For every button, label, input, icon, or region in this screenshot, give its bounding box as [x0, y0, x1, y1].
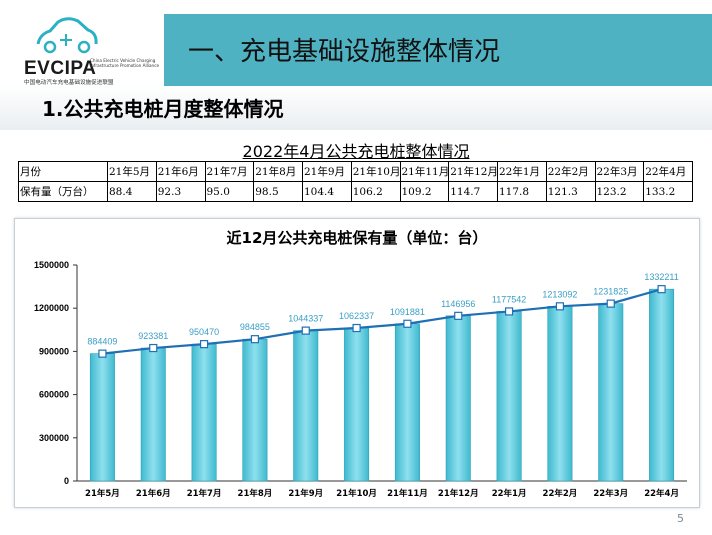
data-label: 1231825: [593, 287, 628, 297]
table-header-cell: 21年9月: [302, 161, 352, 182]
y-tick-label: 900000: [39, 346, 69, 356]
x-tick-label: 21年11月: [387, 488, 428, 499]
x-tick-label: 21年10月: [336, 488, 377, 499]
table-cell: 109.2: [399, 181, 450, 202]
x-tick-label: 22年3月: [593, 488, 628, 499]
table-header-cell: 22年1月: [497, 161, 547, 182]
data-label: 884409: [87, 337, 117, 347]
monthly-table: 月份 21年5月 21年6月 21年7月 21年8月 21年9月 21年10月 21年11月…: [18, 161, 693, 202]
bar: [89, 353, 115, 482]
data-label: 1332211: [644, 272, 678, 282]
bar: [547, 306, 573, 482]
table-cell: 123.2: [594, 181, 645, 202]
page-number: 5: [677, 512, 684, 525]
x-tick-label: 22年4月: [644, 488, 679, 499]
section-title: 1.公共充电桩月度整体情况: [42, 97, 284, 121]
data-label: 1213092: [542, 289, 577, 299]
series-line: [102, 288, 662, 355]
table-cell: 92.3: [155, 181, 206, 202]
table-cell: 114.7: [448, 181, 498, 202]
table-cell: 95.0: [204, 181, 255, 202]
bar: [242, 338, 268, 482]
bar: [445, 315, 471, 482]
table-title: 2022年4月公共充电桩整体情况: [0, 138, 712, 162]
table-header-row: 月份 21年5月 21年6月 21年7月 21年8月 21年9月 21年10月 21年11月…: [18, 161, 693, 182]
line-point: [149, 343, 158, 353]
bar: [649, 288, 675, 482]
logo-subtitle: China Electric Vehicle Charging Infrastr…: [90, 58, 160, 68]
line-point: [504, 307, 514, 316]
x-tick-label: 22年1月: [492, 488, 527, 499]
line-point: [250, 335, 260, 344]
table-header-cell: 21年7月: [204, 161, 255, 182]
table-cell: 117.8: [497, 181, 547, 202]
line-point: [403, 319, 412, 328]
table-cell: 104.4: [302, 181, 352, 202]
table-header-cell: 21年6月: [155, 161, 206, 182]
header-bar: 一、充电基础设施整体情况: [164, 14, 712, 86]
line-point: [352, 323, 361, 333]
bar: [394, 323, 420, 482]
table-header-cell: 21年8月: [253, 161, 303, 182]
x-tick-label: 21年8月: [238, 488, 273, 499]
table-header-cell: 21年11月: [399, 161, 450, 182]
chart-plot: 0 300000 600000 900000 1200000 1500000 21年5月 21…: [34, 260, 687, 499]
chart-title: 近12月公共充电桩保有量（单位：台）: [226, 229, 488, 247]
bar: [344, 327, 370, 482]
y-tick-label: 1500000: [34, 260, 69, 270]
chart-panel: 近12月公共充电桩保有量（单位：台） 0 300000 600000 900000 12…: [14, 218, 700, 508]
page-title: 一、充电基础设施整体情况: [188, 37, 501, 67]
data-label: 1177542: [492, 294, 526, 304]
data-label: 1062337: [339, 311, 374, 321]
table-cell: 88.4: [107, 181, 157, 202]
table-row-label: 保有量（万台）: [18, 181, 108, 202]
x-tick-label: 21年9月: [288, 488, 323, 499]
line-point: [199, 340, 209, 349]
table-cell: 133.2: [643, 181, 693, 202]
table-cell: 121.3: [545, 181, 596, 202]
table-cell: 98.5: [253, 181, 303, 202]
line-point: [98, 349, 107, 358]
table-header-cell: 21年10月: [350, 161, 401, 182]
table-header-cell: 22年2月: [545, 161, 596, 182]
data-label: 1091881: [390, 307, 425, 317]
data-label: 1146956: [441, 299, 475, 309]
x-tick-label: 22年2月: [543, 488, 578, 499]
bar: [496, 311, 522, 482]
bar: [191, 343, 217, 482]
table-cell: 106.2: [350, 181, 401, 202]
logo-wordmark: EVCIPA: [24, 58, 97, 79]
y-tick-label: 300000: [39, 433, 69, 443]
x-tick-label: 21年7月: [187, 488, 222, 499]
y-tick-label: 600000: [39, 390, 69, 400]
x-tick-label: 21年5月: [85, 488, 120, 499]
line-point: [301, 326, 310, 335]
bar: [598, 303, 624, 482]
table-header-cell: 22年4月: [643, 161, 693, 182]
table-header-cell: 21年12月: [448, 161, 498, 182]
y-tick-label: 0: [64, 476, 69, 486]
table-row-header: 月份: [18, 161, 108, 182]
line-point: [657, 285, 666, 294]
ev-car-icon: [36, 17, 98, 54]
section-band: [0, 86, 712, 130]
table-header-cell: 22年3月: [594, 161, 645, 182]
bar: [140, 347, 166, 482]
logo-cn-name: 中国电动汽车充电基础设施促进联盟: [24, 80, 114, 86]
line-point: [606, 299, 615, 308]
data-label: 923381: [138, 331, 168, 341]
table-title-text: 2022年4月公共充电桩整体情况: [242, 142, 470, 161]
x-tick-label: 21年6月: [136, 488, 171, 499]
y-tick-label: 1200000: [34, 303, 69, 313]
data-label: 1044337: [288, 314, 323, 324]
evcipa-logo: EVCIPA China Electric Vehicle Charging I…: [22, 14, 162, 90]
line-point: [555, 302, 565, 311]
data-label: 984855: [240, 322, 270, 332]
table-header-cell: 21年5月: [107, 161, 157, 182]
line-point: [454, 311, 463, 320]
x-tick-label: 21年12月: [438, 488, 479, 499]
table-row: 保有量（万台） 88.4 92.3 95.0 98.5 104.4 106.2 109.2 1…: [18, 181, 693, 202]
data-label: 950470: [189, 327, 219, 337]
bar: [293, 330, 319, 482]
